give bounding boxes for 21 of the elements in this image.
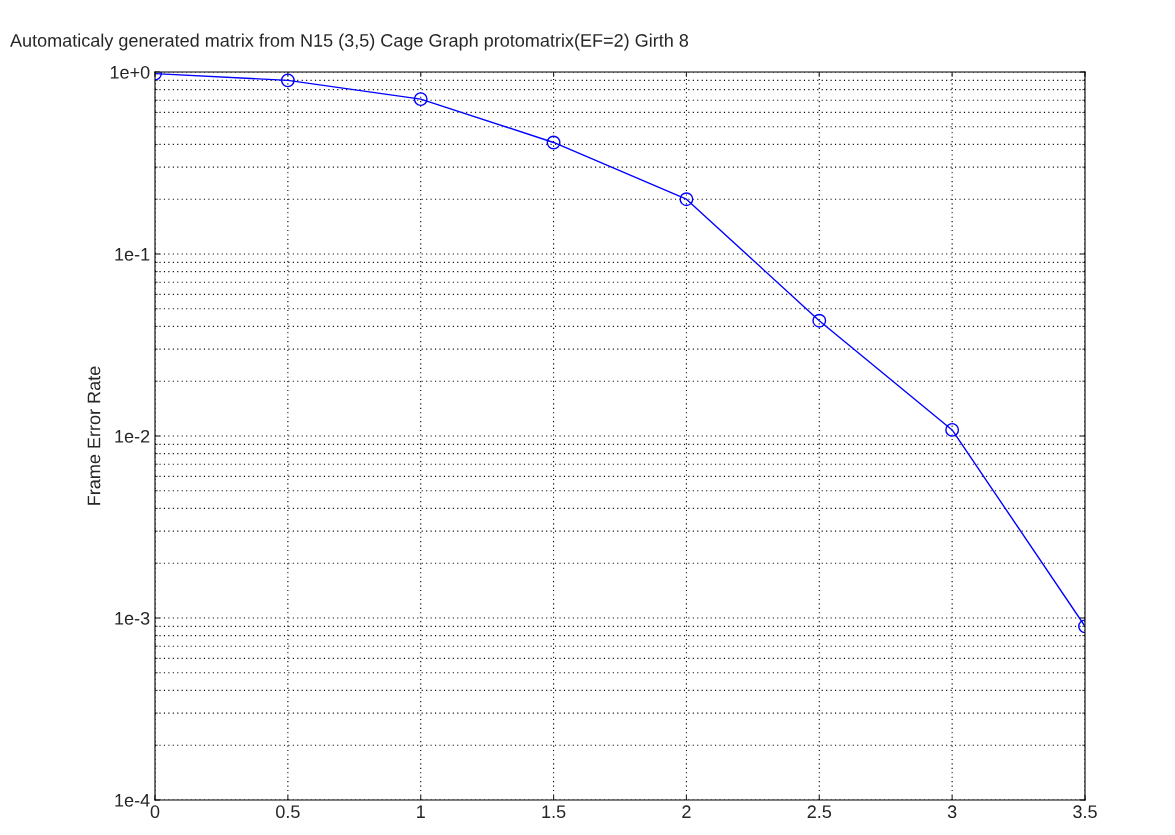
- point: [413, 92, 428, 107]
- y-tick-label: 1e-1: [115, 248, 150, 261]
- chart-title: Automaticaly generated matrix from N15 (3,5) Cage Graph protomatrix(EF=2) Girth 8: [10, 33, 689, 51]
- point: [546, 135, 561, 150]
- y-tick-label: 1e+0: [110, 65, 150, 79]
- y-axis-title: Frame Error Rate: [87, 366, 101, 505]
- point: [679, 192, 694, 207]
- y-tick-label: 1e-3: [115, 611, 150, 625]
- x-tick-label: 3.5: [1073, 805, 1097, 819]
- x-tick-label: 2: [682, 805, 691, 818]
- y-tick-label: 1e-4: [115, 794, 150, 807]
- point: [945, 422, 960, 437]
- x-tick-label: 1: [417, 805, 425, 818]
- x-tick-label: 2.5: [807, 805, 832, 819]
- point: [280, 73, 295, 88]
- x-tick-label: 1.5: [542, 805, 566, 819]
- y-tick-label: 1e-2: [115, 429, 150, 443]
- x-tick-label: 3: [947, 805, 957, 819]
- x-tick-label: 0.5: [276, 805, 300, 819]
- point: [812, 313, 827, 328]
- x-tick-label: 0: [150, 805, 160, 819]
